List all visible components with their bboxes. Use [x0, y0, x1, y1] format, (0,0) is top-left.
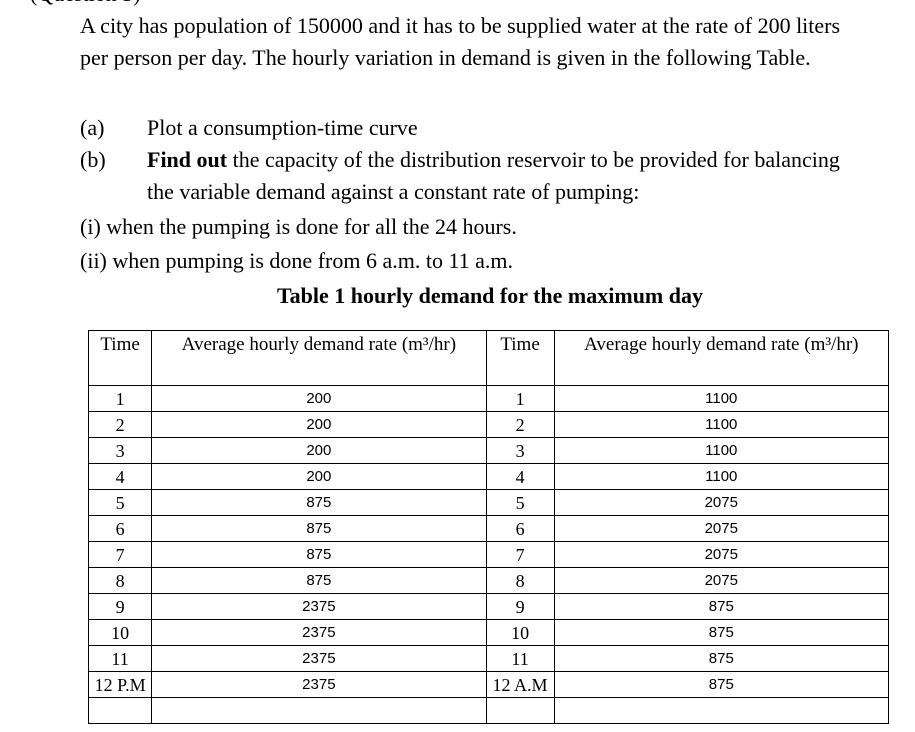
table-cell: 2075 — [553, 489, 890, 516]
table-row: 6 875 6 2075 — [87, 515, 890, 542]
table-row: 12 P.M 2375 12 A.M 875 — [87, 671, 890, 698]
table-cell: 200 — [151, 385, 487, 412]
table-cell: 875 — [553, 645, 890, 672]
table-cell: 2375 — [151, 645, 487, 672]
table-cell: 875 — [553, 671, 890, 698]
table-cell: 6 — [87, 515, 153, 542]
table-cell: 1 — [485, 385, 555, 412]
table-cell: 7 — [485, 541, 555, 568]
intro: A city has population of 150000 and it h… — [80, 13, 841, 70]
demand-table: Time Average hourly demand rate (m³/hr) Ti… — [87, 330, 890, 724]
bold-text: Find out — [147, 147, 228, 172]
table-row: 3 200 3 1100 — [87, 437, 890, 464]
empty-cell — [87, 697, 153, 724]
table-cell: 2375 — [151, 619, 487, 646]
empty-cell — [151, 697, 487, 724]
table-cell: 875 — [151, 489, 487, 516]
empty-row — [87, 697, 890, 724]
table-cell: 2 — [485, 411, 555, 438]
table-cell: 12 A.M — [485, 671, 555, 698]
table-row: 4 200 4 1100 — [87, 463, 890, 490]
header-cell: Average hourly demand rate (m³/hr) — [151, 330, 487, 386]
item-label: (b) — [80, 147, 106, 172]
table-cell: 3 — [87, 437, 153, 464]
table-cell: 4 — [485, 463, 555, 490]
empty-cell — [553, 697, 890, 724]
table-cell: 10 — [87, 619, 153, 646]
table-cell: 5 — [485, 489, 555, 516]
table-cell: 1100 — [553, 411, 890, 438]
table-cell: 200 — [151, 411, 487, 438]
table-cell: 1 — [87, 385, 153, 412]
item-text: the capacity of the distribution reservo… — [147, 147, 840, 204]
header-row: Time Average hourly demand rate (m³/hr) Ti… — [87, 330, 890, 386]
table-cell: 875 — [553, 619, 890, 646]
table-cell: 12 P.M — [87, 671, 153, 698]
table-cell: 5 — [87, 489, 153, 516]
table-cell: 200 — [151, 437, 487, 464]
table-row: 8 875 8 2075 — [87, 567, 890, 594]
header-cell: Time — [87, 330, 153, 386]
table-cell: 2 — [87, 411, 153, 438]
table-cell: 2375 — [151, 671, 487, 698]
table-cell: 1100 — [553, 385, 890, 412]
table-cell: 11 — [485, 645, 555, 672]
case: (i) when the pumping is done for all the… — [80, 214, 517, 239]
item-text: Plot a consumption-time curve — [147, 115, 418, 140]
table-cell: 9 — [485, 593, 555, 620]
table-cell: 875 — [151, 567, 487, 594]
table-cell: 11 — [87, 645, 153, 672]
table-cell: 9 — [87, 593, 153, 620]
table-cell: 8 — [87, 567, 153, 594]
table-cell: 3 — [485, 437, 555, 464]
table-row: 11 2375 11 875 — [87, 645, 890, 672]
table-cell: 8 — [485, 567, 555, 594]
table-row: 1 200 1 1100 — [87, 385, 890, 412]
table-cell: 2375 — [151, 593, 487, 620]
empty-cell — [485, 697, 555, 724]
table-cell: 875 — [151, 515, 487, 542]
table-row: 5 875 5 2075 — [87, 489, 890, 516]
item-label: (a) — [80, 115, 105, 140]
table-cell: 1100 — [553, 463, 890, 490]
table-row: 7 875 7 2075 — [87, 541, 890, 568]
table-cell: 200 — [151, 463, 487, 490]
table-cell: 1100 — [553, 437, 890, 464]
table-cell: 875 — [151, 541, 487, 568]
question-title: (Question 3) — [30, 0, 141, 10]
header-cell: Average hourly demand rate (m³/hr) — [553, 330, 890, 386]
table-row: 2 200 2 1100 — [87, 411, 890, 438]
table-cell: 2075 — [553, 541, 890, 568]
table-row: 10 2375 10 875 — [87, 619, 890, 646]
item-text: Find out the capacity of the distributio… — [147, 144, 847, 208]
table-cell: 2075 — [553, 567, 890, 594]
table-cell: 10 — [485, 619, 555, 646]
table-cell: 6 — [485, 515, 555, 542]
case: (ii) when pumping is done from 6 a.m. to… — [80, 248, 514, 273]
table-cell: 2075 — [553, 515, 890, 542]
table-cell: 4 — [87, 463, 153, 490]
table-title: Table 1 hourly demand for the maximum da… — [277, 283, 703, 308]
table-cell: 7 — [87, 541, 153, 568]
table-cell: 875 — [553, 593, 890, 620]
table-row: 9 2375 9 875 — [87, 593, 890, 620]
header-cell: Time — [485, 330, 555, 386]
